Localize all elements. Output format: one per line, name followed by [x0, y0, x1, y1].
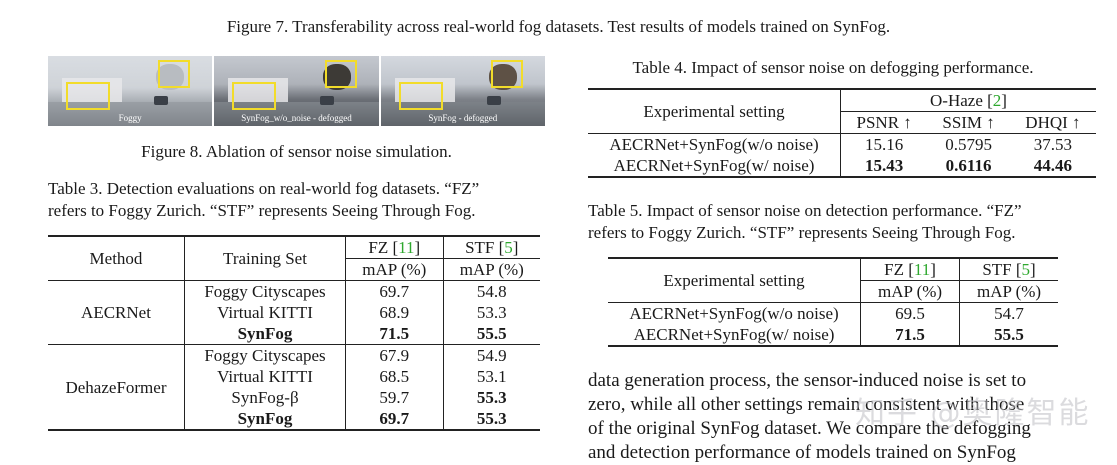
setting-cell: AECRNet+SynFog(w/ noise)	[613, 156, 815, 175]
table-row: AECRNet+SynFog(w/ noise) 15.43 0.6116 44…	[588, 155, 1096, 177]
training-set-cell: Virtual KITTI	[184, 302, 346, 323]
header-dhqi: DHQI ↑	[1025, 113, 1081, 132]
stf-cell: 53.1	[442, 366, 540, 387]
table-row: AECRNet+SynFog(w/o noise) 69.5 54.7	[608, 302, 1058, 324]
caption-line: refers to Foggy Zurich. “STF” represents…	[588, 223, 1016, 242]
stf-cell: 55.3	[442, 387, 540, 408]
table-row: AECRNet+SynFog(w/o noise) 15.16 0.5795 3…	[588, 133, 1096, 155]
figure-8-caption: Figure 8. Ablation of sensor noise simul…	[141, 142, 452, 161]
training-set-cell: SynFog	[184, 323, 346, 345]
training-set-cell: Virtual KITTI	[184, 366, 346, 387]
dhqi-cell: 37.53	[1033, 135, 1073, 154]
panel-label: Foggy	[118, 113, 142, 123]
body-line: data generation process, the sensor-indu…	[588, 370, 1027, 391]
table-row: SynFog-β 59.7 55.3	[48, 387, 540, 408]
method-cell: DehazeFormer	[48, 344, 185, 431]
fz-cell: 69.7	[345, 280, 444, 302]
table-4: Experimental setting O-Haze [2] PSNR ↑ S…	[588, 88, 1096, 178]
figure-7-caption: Figure 7. Transferability across real-wo…	[226, 17, 891, 36]
table-row: Virtual KITTI 68.9 53.3	[48, 302, 540, 323]
table-row: AECRNet+SynFog(w/ noise) 71.5 55.5	[608, 324, 1058, 346]
psnr-cell: 15.43	[840, 155, 928, 177]
body-line: of the original SynFog dataset. We compa…	[588, 418, 1031, 439]
header-metric: mAP (%)	[442, 258, 540, 281]
header-psnr: PSNR ↑	[840, 111, 928, 134]
stf-cell: 55.5	[959, 324, 1058, 346]
table-4-caption: Table 4. Impact of sensor noise on defog…	[632, 58, 1034, 77]
header-setting: Experimental setting	[588, 89, 841, 134]
header-stf: STF [5]	[959, 258, 1058, 281]
table-row: SynFog 69.7 55.3	[48, 408, 540, 430]
setting-cell: AECRNet+SynFog(w/o noise)	[629, 304, 839, 323]
body-line: zero, while all other settings remain co…	[588, 394, 1025, 415]
citation-link[interactable]: 11	[913, 260, 931, 279]
table-3: Method Training Set FZ [11] STF [5] mAP …	[48, 235, 540, 431]
fz-cell: 59.7	[345, 387, 444, 408]
body-paragraph: data generation process, the sensor-indu…	[588, 369, 1031, 465]
fz-cell: 68.9	[345, 302, 444, 323]
header-metric: mAP (%)	[859, 280, 960, 303]
stf-cell: 55.3	[442, 408, 540, 430]
body-line: and detection performance of models trai…	[588, 442, 1016, 463]
highlight-box	[232, 82, 277, 110]
fz-cell: 71.5	[859, 324, 960, 346]
stf-cell: 55.5	[442, 323, 540, 345]
fz-cell: 71.5	[345, 323, 444, 345]
stf-cell: 54.7	[959, 302, 1058, 324]
fz-cell: 68.5	[345, 366, 444, 387]
header-fz: FZ [11]	[345, 236, 444, 259]
ssim-cell: 0.5795	[945, 135, 992, 154]
training-set-cell: SynFog	[184, 408, 346, 430]
highlight-box	[324, 60, 357, 88]
header-metric: mAP (%)	[959, 280, 1058, 303]
table-row: AECRNet Foggy Cityscapes 69.7 54.8	[48, 280, 540, 345]
method-cell: AECRNet	[48, 280, 185, 345]
training-set-cell: SynFog-β	[184, 387, 346, 408]
figure-panel-foggy: Foggy	[48, 56, 213, 126]
caption-line: refers to Foggy Zurich. “STF” represents…	[48, 201, 476, 220]
caption-line: Table 5. Impact of sensor noise on detec…	[588, 201, 1022, 220]
ssim-cell: 0.6116	[945, 156, 992, 175]
psnr-cell: 15.16	[840, 133, 928, 155]
highlight-box	[398, 82, 443, 110]
table-row: DehazeFormer Foggy Cityscapes 67.9 54.9	[48, 344, 540, 431]
fz-cell: 67.9	[345, 344, 444, 366]
setting-cell: AECRNet+SynFog(w/ noise)	[633, 325, 835, 344]
citation-link[interactable]: 5	[504, 238, 513, 257]
table-5: Experimental setting FZ [11] STF [5] mAP…	[608, 257, 1058, 347]
header-method: Method	[48, 236, 185, 281]
header-dataset: O-Haze [2]	[840, 89, 1096, 112]
table-5-caption: Table 5. Impact of sensor noise on detec…	[588, 200, 1022, 244]
training-set-cell: Foggy Cityscapes	[184, 280, 346, 302]
figure-panel-without-noise: SynFog_w/o_noise - defogged	[214, 56, 379, 126]
fz-cell: 69.7	[345, 408, 444, 430]
citation-link[interactable]: 11	[398, 238, 415, 257]
stf-cell: 53.3	[442, 302, 540, 323]
header-stf: STF [5]	[442, 236, 540, 259]
stf-cell: 54.8	[442, 280, 540, 302]
header-setting: Experimental setting	[608, 258, 861, 303]
fz-cell: 69.5	[859, 302, 960, 324]
panel-label: SynFog - defogged	[428, 113, 498, 123]
stf-cell: 54.9	[442, 344, 540, 366]
highlight-box	[66, 82, 110, 110]
table-row: Virtual KITTI 68.5 53.1	[48, 366, 540, 387]
table-3-caption: Table 3. Detection evaluations on real-w…	[48, 178, 479, 222]
header-fz: FZ [11]	[859, 258, 960, 281]
header-metric: mAP (%)	[345, 258, 444, 281]
header-training-set: Training Set	[184, 236, 346, 281]
dhqi-cell: 44.46	[1033, 156, 1073, 175]
citation-link[interactable]: 2	[992, 91, 1002, 110]
setting-cell: AECRNet+SynFog(w/o noise)	[609, 135, 819, 154]
header-ssim: SSIM ↑	[942, 113, 995, 132]
figure-8-images: Foggy SynFog_w/o_noise - defogged SynFog…	[48, 56, 545, 126]
panel-label: SynFog_w/o_noise - defogged	[241, 113, 352, 123]
highlight-box	[490, 60, 523, 88]
training-set-cell: Foggy Cityscapes	[184, 344, 346, 366]
citation-link[interactable]: 5	[1021, 260, 1031, 279]
figure-panel-synfog-defogged: SynFog - defogged	[380, 56, 545, 126]
table-row: SynFog 71.5 55.5	[48, 323, 540, 345]
caption-line: Table 3. Detection evaluations on real-w…	[48, 179, 480, 198]
highlight-box	[158, 60, 191, 88]
